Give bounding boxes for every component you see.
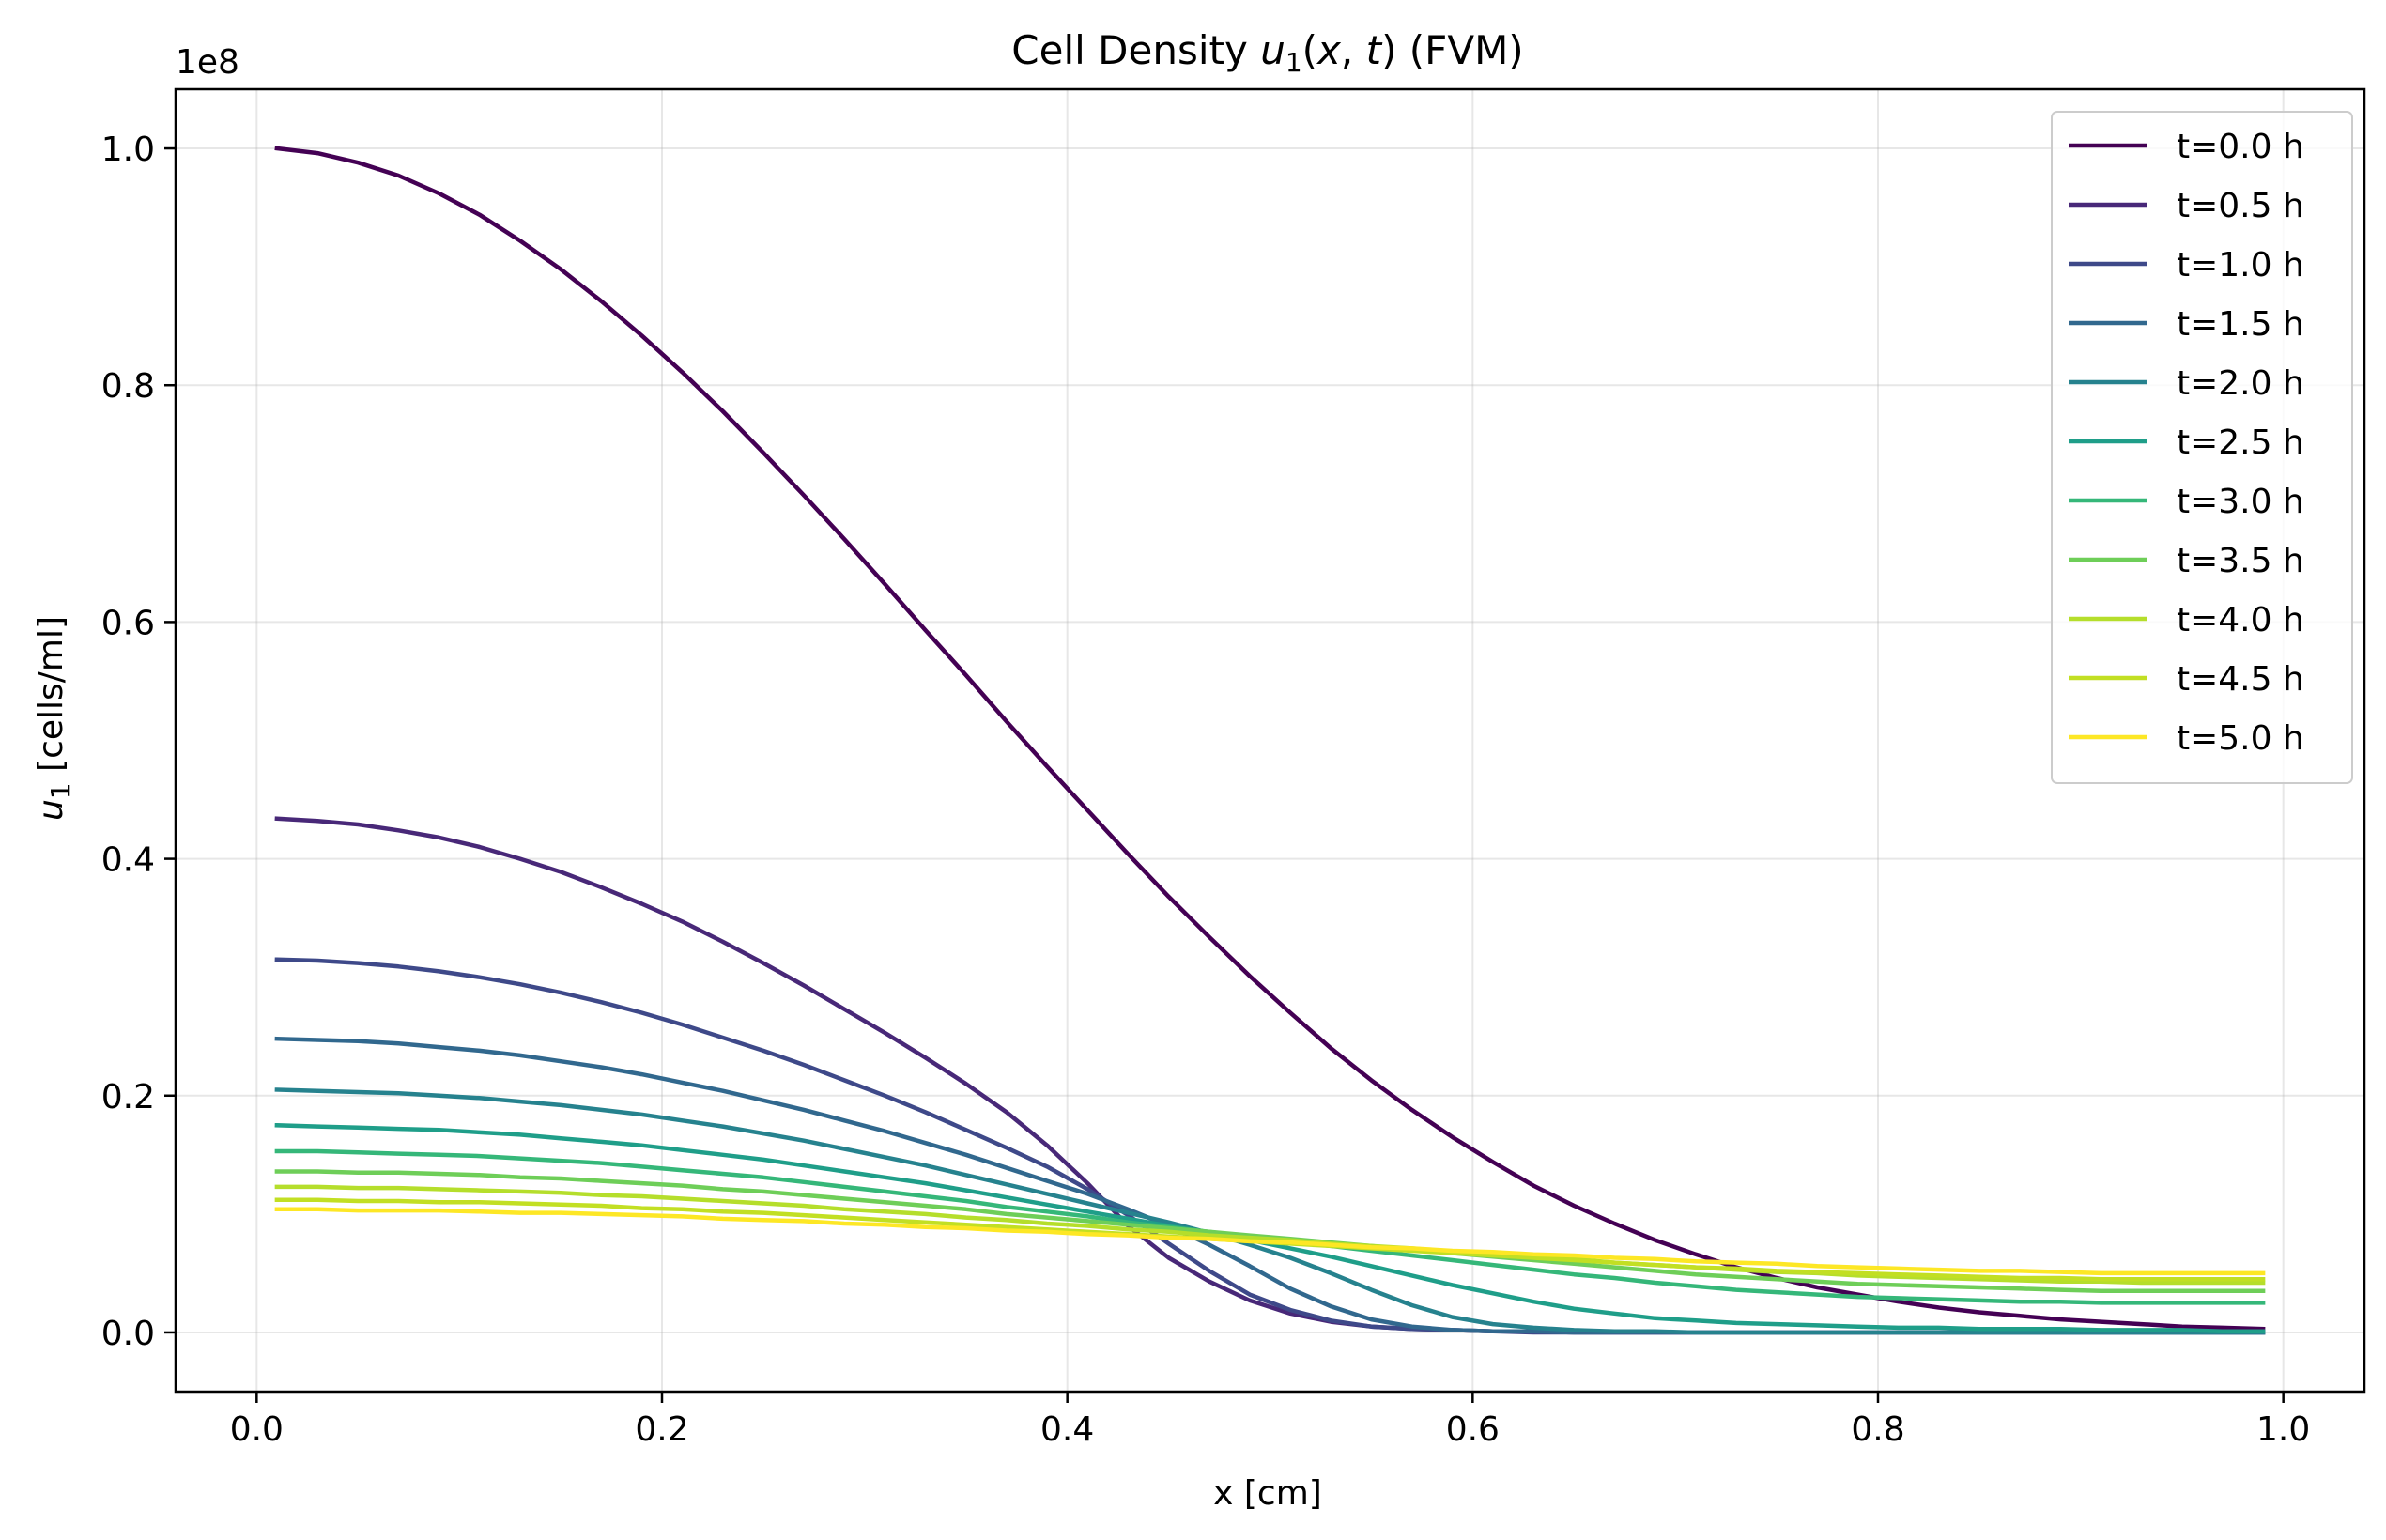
legend-label-5: t=2.5 h [2177,424,2304,462]
y-axis-ticks: 0.0 0.2 0.4 0.6 0.8 1.0 [101,131,176,1353]
legend-label-9: t=4.5 h [2177,660,2304,699]
x-tick-label-5: 1.0 [2256,1410,2310,1449]
x-tick-label-0: 0.0 [230,1410,284,1449]
y-axis-offset-label: 1e8 [176,43,239,82]
legend-label-0: t=0.0 h [2177,128,2304,166]
legend-box [2051,111,2353,784]
series-line-4 [274,1087,2266,1335]
series-line-8 [274,1184,2266,1286]
legend-label-3: t=1.5 h [2177,305,2304,344]
y-tick-label-0: 0.0 [101,1315,155,1353]
legend-label-10: t=5.0 h [2177,719,2304,758]
y-tick-label-1: 0.2 [101,1078,155,1116]
legend-label-8: t=4.0 h [2177,601,2304,639]
legend-label-7: t=3.5 h [2177,542,2304,580]
x-tick-label-1: 0.2 [635,1410,688,1449]
x-tick-label-4: 0.8 [1851,1410,1904,1449]
legend-label-1: t=0.5 h [2177,187,2304,225]
legend-label-4: t=2.0 h [2177,364,2304,403]
y-tick-label-5: 1.0 [101,131,155,169]
x-tick-label-2: 0.4 [1040,1410,1094,1449]
y-axis-label: u1 [cells/ml] [32,616,76,821]
x-axis-label: x [cm] [1213,1474,1322,1513]
legend: t=0.0 h t=0.5 h t=1.0 h t=1.5 h t=2.0 h t=2.5… [2051,111,2353,784]
y-tick-label-3: 0.6 [101,604,155,642]
axes-frame [174,87,2366,1394]
chart-title: Cell Density u1(x, t) (FVM) [1011,27,1523,78]
series-group [274,146,2266,1335]
series-line-0 [274,146,2266,1332]
x-tick-label-3: 0.6 [1446,1410,1500,1449]
series-line-10 [274,1207,2266,1276]
y-tick-label-2: 0.4 [101,841,155,880]
x-axis-ticks: 0.0 0.2 0.4 0.6 0.8 1.0 [230,1392,2310,1449]
legend-label-2: t=1.0 h [2177,246,2304,285]
legend-label-6: t=3.0 h [2177,483,2304,521]
y-tick-label-4: 0.8 [101,367,155,406]
